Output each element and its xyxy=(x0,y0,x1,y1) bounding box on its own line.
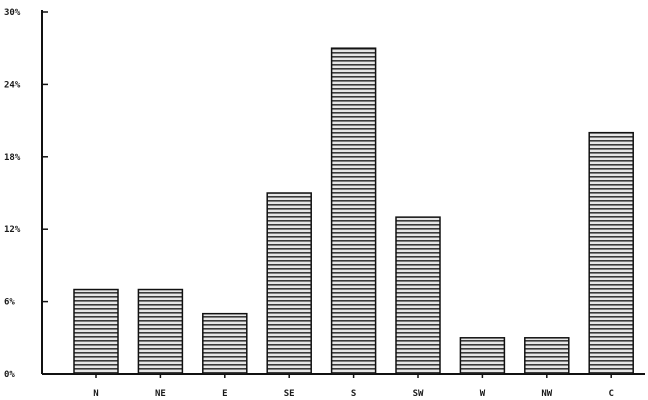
category-label: E xyxy=(222,389,227,399)
category-label: C xyxy=(608,389,613,399)
category-label: N xyxy=(93,389,98,399)
category-label: S xyxy=(351,389,356,399)
y-tick-label: 12% xyxy=(4,225,21,235)
y-tick-label: 6% xyxy=(4,298,15,308)
bar xyxy=(266,192,312,375)
category-label: NW xyxy=(541,389,552,399)
y-tick-label: 24% xyxy=(4,80,21,90)
category-label: W xyxy=(480,389,486,399)
bar xyxy=(524,337,570,375)
bar xyxy=(588,131,634,375)
bar xyxy=(73,288,119,375)
bar xyxy=(459,337,506,375)
bar xyxy=(137,288,184,375)
category-label: SE xyxy=(284,389,295,399)
category-labels: N NE E SE S SW W NW C xyxy=(93,389,614,399)
bars xyxy=(73,47,634,375)
category-label: NE xyxy=(155,389,166,399)
y-tick-label: 30% xyxy=(4,8,21,18)
y-tick-label: 0% xyxy=(4,370,15,380)
y-axis: 0% 6% 12% 18% 24% 30% xyxy=(4,8,48,380)
bar xyxy=(202,312,248,375)
bar xyxy=(395,216,441,375)
y-tick-label: 18% xyxy=(4,153,21,163)
bar xyxy=(330,47,377,375)
category-label: SW xyxy=(413,389,424,399)
